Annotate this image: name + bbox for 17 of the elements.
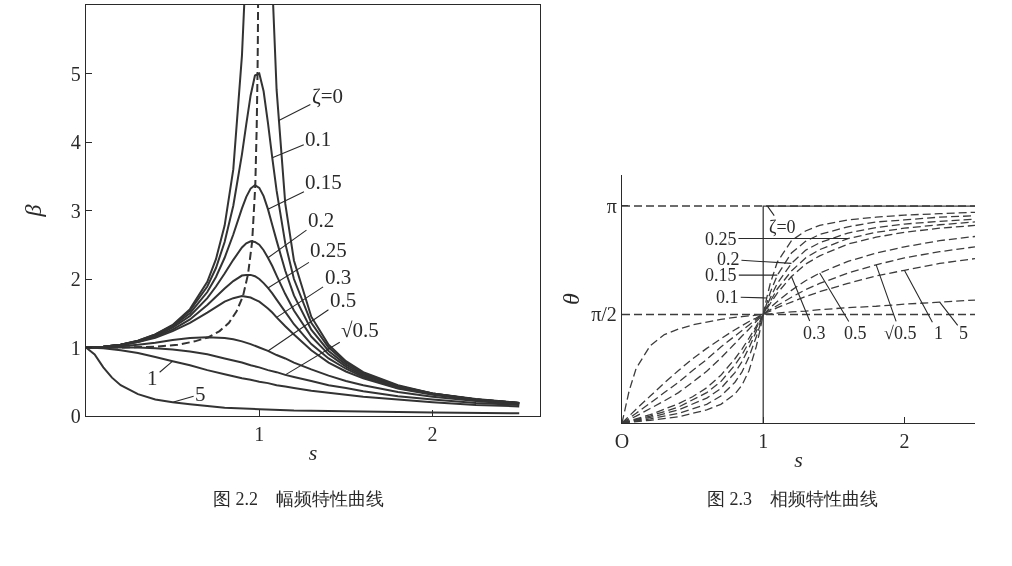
annotation: 0.5: [844, 323, 867, 343]
annotation: 0.25: [705, 229, 737, 249]
y-tick-label: π: [606, 194, 617, 217]
x-tick-label: O: [614, 430, 630, 453]
annotation: 5: [959, 323, 968, 343]
annotation: 1: [934, 323, 943, 343]
annotation: 0.1: [716, 287, 739, 307]
y-tick-label: π/2: [591, 303, 617, 326]
annotation: 0.3: [803, 323, 826, 343]
x-tick-label: 2: [427, 423, 438, 446]
annotation: ζ=0: [769, 217, 796, 237]
text: 图 2.3 相频特性曲线: [707, 489, 878, 509]
y-axis-title: θ: [558, 292, 585, 305]
x-tick-label: 1: [758, 430, 769, 453]
x-tick-label: 2: [899, 430, 910, 453]
x-axis-title: s: [794, 447, 803, 473]
annotation: √0.5: [884, 323, 917, 343]
